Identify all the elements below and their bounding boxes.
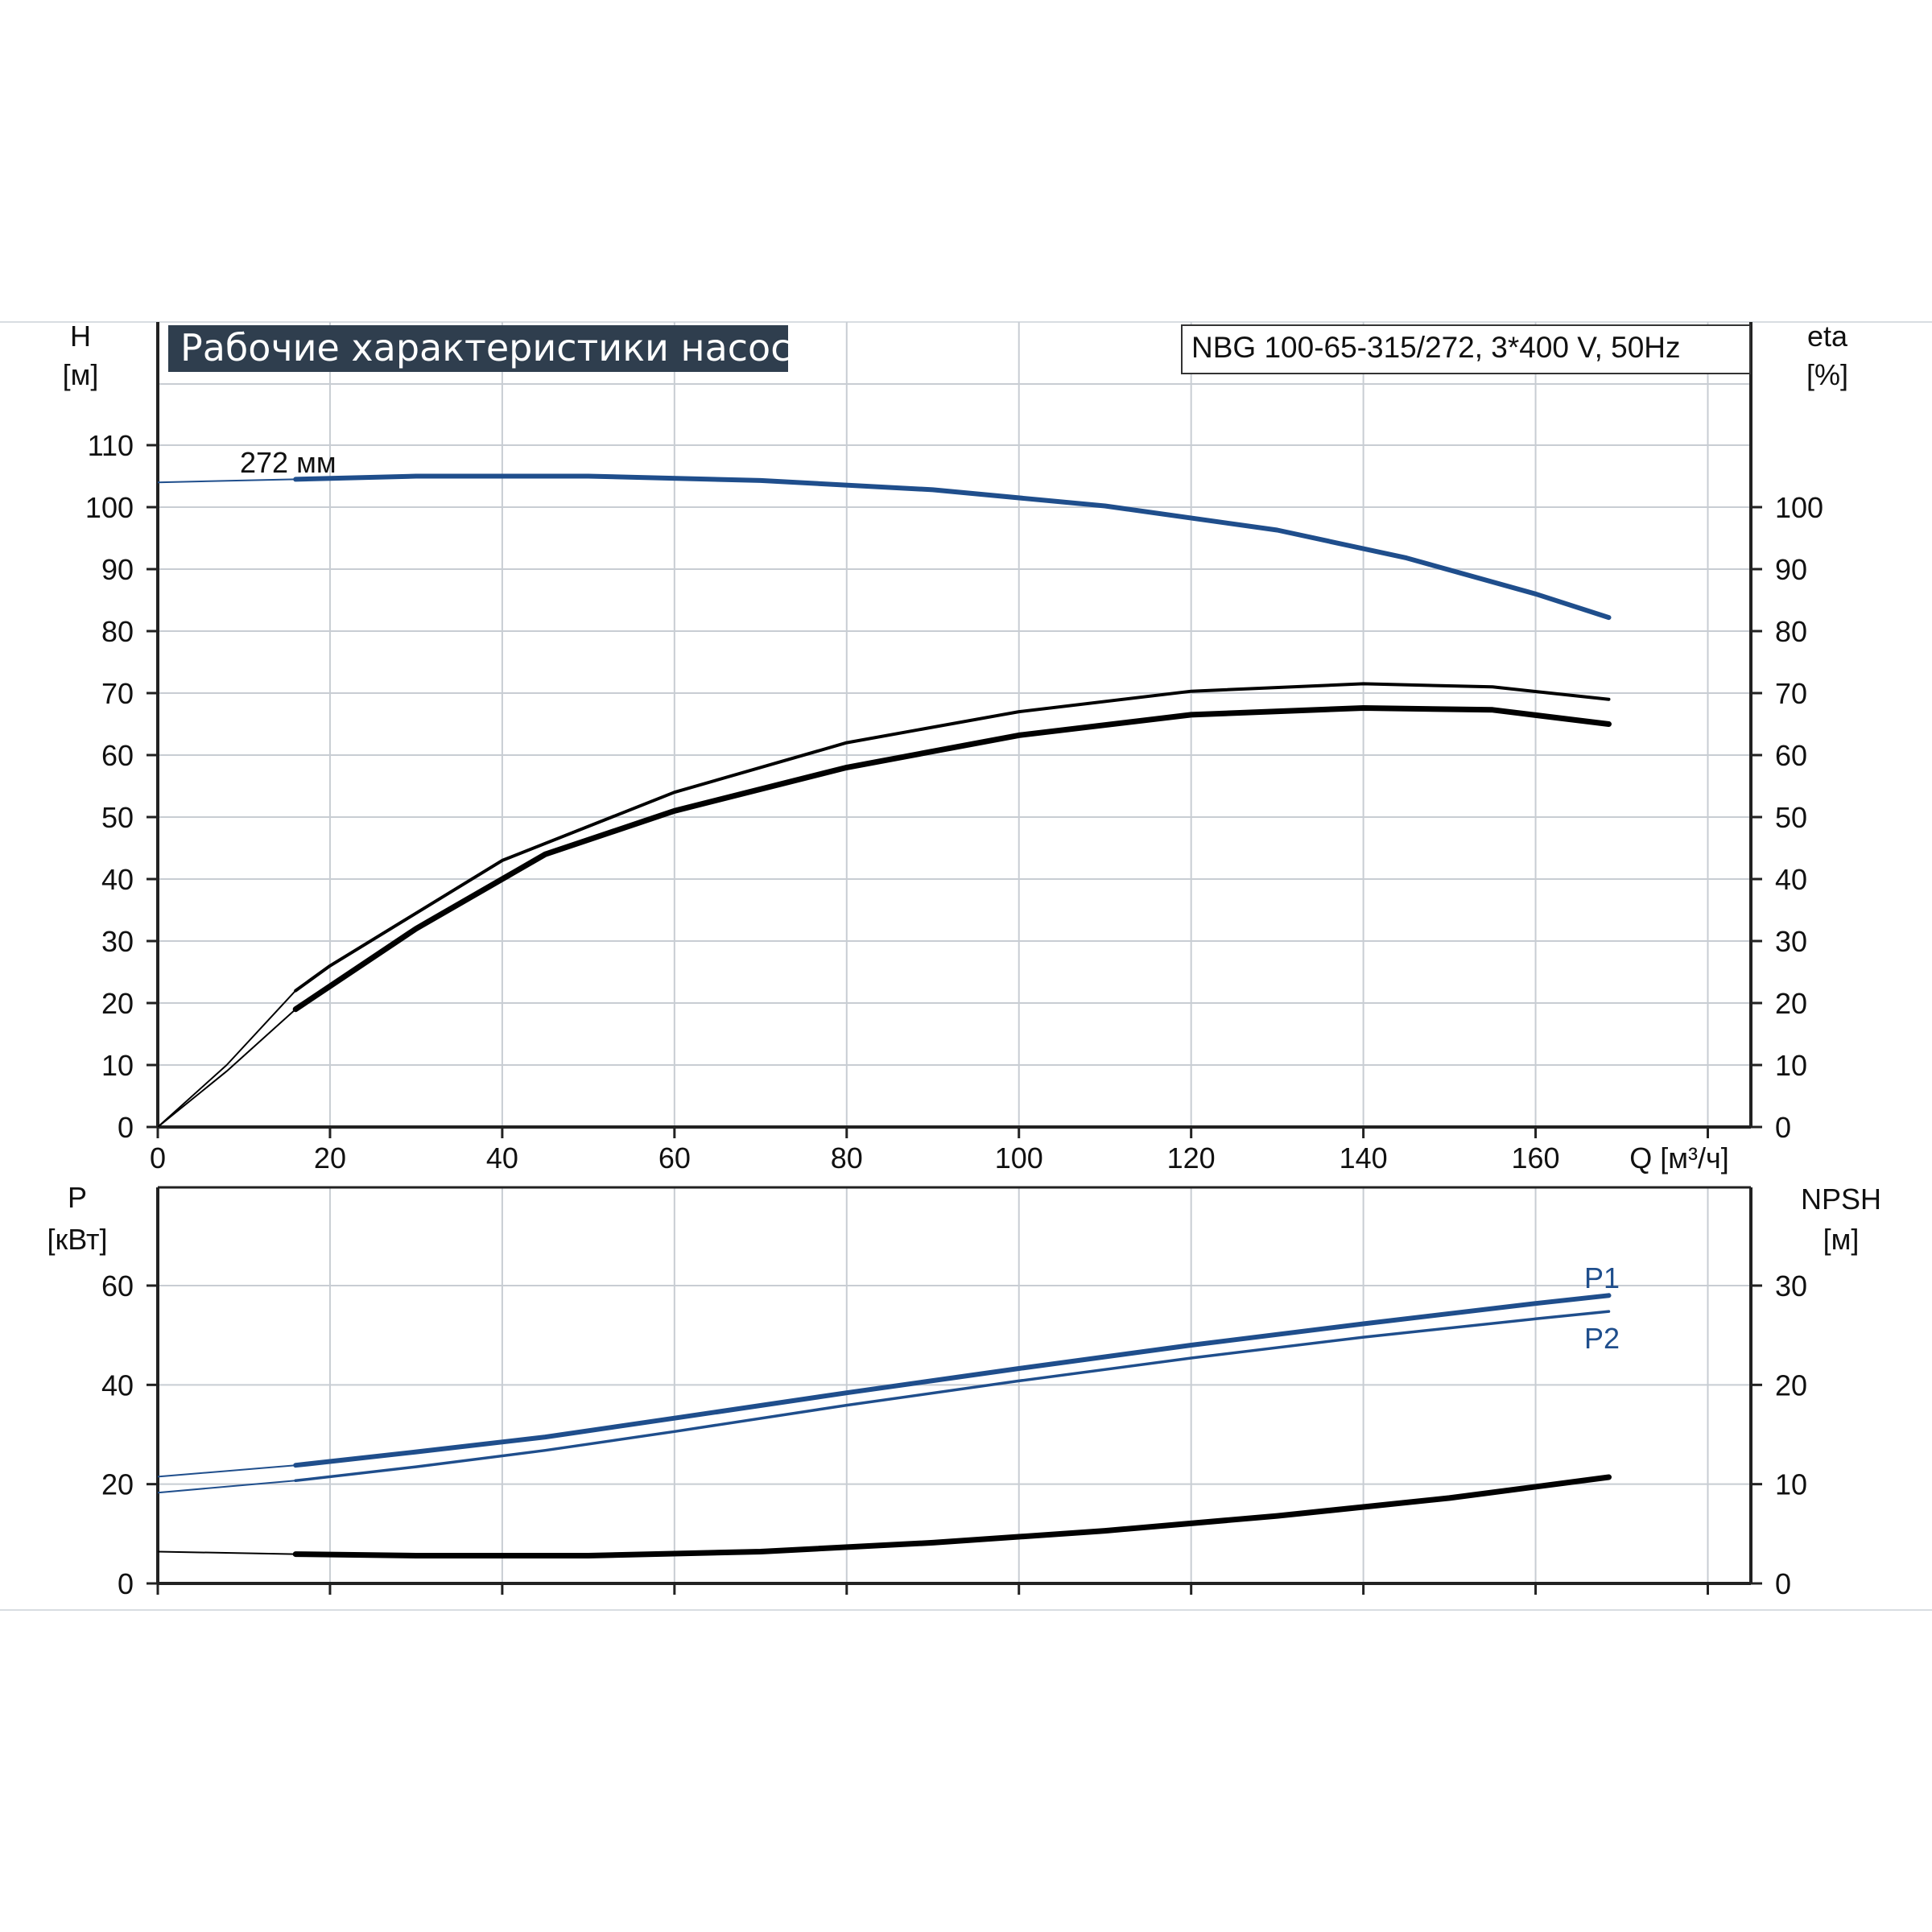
x-tick-label: 60 — [658, 1141, 691, 1174]
y-left-tick-label: 10 — [101, 1049, 134, 1082]
y-left-tick-label: 80 — [101, 615, 134, 648]
upper-grid — [158, 322, 1751, 1127]
y-left-tick-label: 20 — [101, 987, 134, 1020]
upper-tick-labels: 0 10 20 30 40 50 60 70 80 90 100 110 0 10 20 30 40 50 60 70… — [85, 429, 1823, 1174]
y-right-tick-label: 30 — [1775, 925, 1807, 958]
chart-title: Рабочие характеристики насоса — [180, 326, 814, 369]
y-left-tick-label: 90 — [101, 553, 134, 586]
y-left-tick-label: 100 — [85, 491, 134, 524]
y-right-tick-label: 10 — [1775, 1468, 1807, 1501]
y-right-tick-label: 20 — [1775, 1368, 1807, 1402]
y-right-tick-label: 40 — [1775, 863, 1807, 896]
y-right-tick-label: 30 — [1775, 1269, 1807, 1302]
y-left-tick-label: 50 — [101, 801, 134, 834]
p2-curve-extension — [157, 1480, 296, 1494]
npsh-curve — [292, 1474, 1612, 1558]
x-tick-label: 80 — [831, 1141, 863, 1174]
y-right-tick-label: 0 — [1775, 1111, 1791, 1144]
upper-series-0-curve — [293, 473, 1612, 621]
x-tick-label: 100 — [995, 1141, 1043, 1174]
y-right-label-upper: eta — [1807, 320, 1848, 353]
diameter-annotation: 272 мм — [240, 446, 336, 479]
lower-curves — [157, 1293, 1612, 1558]
y-left-tick-label: 40 — [101, 863, 134, 896]
upper-curves — [157, 473, 1612, 1128]
upper-series-1-curve-extension — [157, 989, 296, 1128]
lower-tick-labels: 0 20 40 60 0 10 20 30 — [101, 1269, 1807, 1600]
model-label: NBG 100-65-315/272, 3*400 V, 50Hz — [1191, 331, 1681, 364]
lower-grid — [158, 1187, 1751, 1583]
upper-series-2-curve-extension — [157, 1008, 296, 1128]
y-right-tick-label: 0 — [1775, 1567, 1791, 1600]
y-left-tick-label: 20 — [101, 1468, 134, 1501]
y-right-unit-lower: [м] — [1823, 1223, 1860, 1256]
y-left-tick-label: 30 — [101, 925, 134, 958]
y-left-unit-upper: [м] — [63, 358, 99, 391]
x-tick-label: 120 — [1167, 1141, 1216, 1174]
x-tick-label: 160 — [1512, 1141, 1560, 1174]
y-left-tick-label: 110 — [88, 429, 134, 462]
model-box — [1181, 324, 1751, 374]
title-background — [168, 325, 788, 372]
npsh-curve-extension — [157, 1550, 296, 1555]
p2-label: P2 — [1584, 1322, 1620, 1355]
y-right-tick-label: 10 — [1775, 1049, 1807, 1082]
y-left-label-lower: P — [68, 1181, 87, 1214]
y-left-tick-label: 60 — [101, 1269, 134, 1302]
y-right-tick-label: 100 — [1775, 491, 1823, 524]
p1-curve-extension — [157, 1464, 296, 1478]
x-tick-label: 140 — [1340, 1141, 1388, 1174]
x-tick-label: 20 — [314, 1141, 346, 1174]
x-tick-label: 40 — [486, 1141, 518, 1174]
upper-plot-frame — [156, 322, 1752, 1129]
y-left-tick-label: 70 — [101, 677, 134, 710]
y-left-tick-label: 0 — [118, 1111, 134, 1144]
upper-series-2-curve — [292, 705, 1612, 1013]
y-left-tick-label: 0 — [118, 1567, 134, 1600]
y-left-tick-label: 40 — [101, 1368, 134, 1402]
y-right-tick-label: 60 — [1775, 739, 1807, 772]
y-right-unit-upper: [%] — [1806, 358, 1848, 391]
y-left-label-upper: H — [70, 320, 91, 353]
y-left-unit-lower: [кВт] — [47, 1223, 107, 1256]
y-right-tick-label: 80 — [1775, 615, 1807, 648]
y-left-tick-label: 60 — [101, 739, 134, 772]
upper-series-0-curve-extension — [157, 478, 296, 484]
y-right-tick-label: 50 — [1775, 801, 1807, 834]
x-axis-label: Q [м³/ч] — [1629, 1141, 1729, 1174]
p1-curve — [293, 1293, 1612, 1468]
y-right-tick-label: 20 — [1775, 987, 1807, 1020]
upper-series-1-curve — [294, 682, 1611, 993]
p2-curve — [294, 1310, 1611, 1483]
p1-label: P1 — [1584, 1261, 1620, 1294]
y-right-label-lower: NPSH — [1801, 1183, 1881, 1216]
y-right-tick-label: 90 — [1775, 553, 1807, 586]
x-tick-label: 0 — [150, 1141, 166, 1174]
y-right-tick-label: 70 — [1775, 677, 1807, 710]
